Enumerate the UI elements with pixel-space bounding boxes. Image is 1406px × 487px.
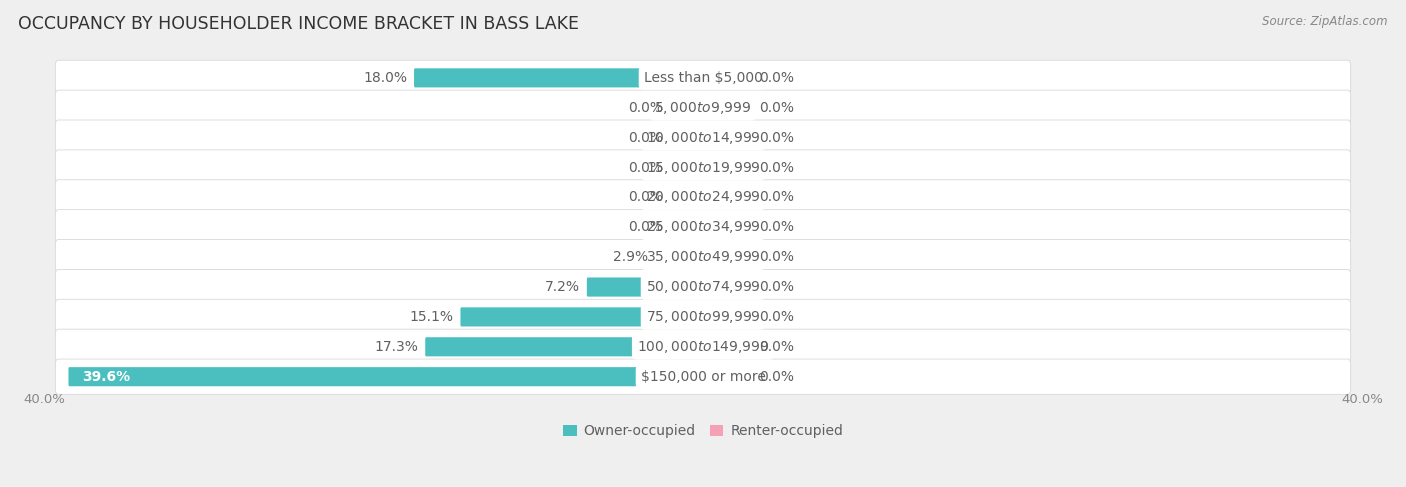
Text: Source: ZipAtlas.com: Source: ZipAtlas.com bbox=[1263, 15, 1388, 28]
Text: $10,000 to $14,999: $10,000 to $14,999 bbox=[645, 130, 761, 146]
FancyBboxPatch shape bbox=[586, 278, 704, 297]
FancyBboxPatch shape bbox=[702, 218, 752, 237]
FancyBboxPatch shape bbox=[702, 337, 752, 356]
Text: 39.6%: 39.6% bbox=[82, 370, 131, 384]
FancyBboxPatch shape bbox=[55, 150, 1351, 185]
FancyBboxPatch shape bbox=[671, 98, 704, 117]
Text: 15.1%: 15.1% bbox=[409, 310, 453, 324]
FancyBboxPatch shape bbox=[671, 218, 704, 237]
FancyBboxPatch shape bbox=[702, 98, 752, 117]
FancyBboxPatch shape bbox=[702, 247, 752, 267]
FancyBboxPatch shape bbox=[55, 329, 1351, 364]
Text: 18.0%: 18.0% bbox=[363, 71, 406, 85]
Text: 0.0%: 0.0% bbox=[759, 101, 794, 115]
Text: 0.0%: 0.0% bbox=[759, 220, 794, 234]
FancyBboxPatch shape bbox=[55, 120, 1351, 155]
Text: 0.0%: 0.0% bbox=[759, 71, 794, 85]
Text: 0.0%: 0.0% bbox=[628, 220, 664, 234]
Text: 2.9%: 2.9% bbox=[613, 250, 648, 264]
FancyBboxPatch shape bbox=[55, 180, 1351, 215]
FancyBboxPatch shape bbox=[702, 128, 752, 147]
FancyBboxPatch shape bbox=[702, 158, 752, 177]
Text: $15,000 to $19,999: $15,000 to $19,999 bbox=[645, 160, 761, 175]
Text: 0.0%: 0.0% bbox=[628, 101, 664, 115]
Text: 40.0%: 40.0% bbox=[22, 393, 65, 406]
FancyBboxPatch shape bbox=[413, 68, 704, 88]
FancyBboxPatch shape bbox=[55, 90, 1351, 125]
Text: 0.0%: 0.0% bbox=[628, 131, 664, 145]
FancyBboxPatch shape bbox=[425, 337, 704, 356]
FancyBboxPatch shape bbox=[702, 278, 752, 297]
Text: 40.0%: 40.0% bbox=[1341, 393, 1384, 406]
FancyBboxPatch shape bbox=[55, 269, 1351, 305]
Text: $100,000 to $149,999: $100,000 to $149,999 bbox=[637, 339, 769, 355]
FancyBboxPatch shape bbox=[702, 367, 752, 386]
Text: 0.0%: 0.0% bbox=[628, 190, 664, 205]
Text: 0.0%: 0.0% bbox=[759, 250, 794, 264]
Text: 0.0%: 0.0% bbox=[759, 340, 794, 354]
Text: 0.0%: 0.0% bbox=[759, 190, 794, 205]
FancyBboxPatch shape bbox=[460, 307, 704, 326]
Text: $25,000 to $34,999: $25,000 to $34,999 bbox=[645, 219, 761, 235]
FancyBboxPatch shape bbox=[702, 68, 752, 88]
Text: $50,000 to $74,999: $50,000 to $74,999 bbox=[645, 279, 761, 295]
FancyBboxPatch shape bbox=[702, 188, 752, 207]
Legend: Owner-occupied, Renter-occupied: Owner-occupied, Renter-occupied bbox=[557, 419, 849, 444]
FancyBboxPatch shape bbox=[702, 307, 752, 326]
Text: 0.0%: 0.0% bbox=[759, 370, 794, 384]
Text: 0.0%: 0.0% bbox=[759, 310, 794, 324]
Text: $5,000 to $9,999: $5,000 to $9,999 bbox=[654, 100, 752, 116]
FancyBboxPatch shape bbox=[55, 60, 1351, 95]
Text: 0.0%: 0.0% bbox=[628, 161, 664, 174]
Text: 17.3%: 17.3% bbox=[374, 340, 418, 354]
FancyBboxPatch shape bbox=[55, 209, 1351, 245]
FancyBboxPatch shape bbox=[671, 128, 704, 147]
FancyBboxPatch shape bbox=[55, 359, 1351, 394]
Text: 0.0%: 0.0% bbox=[759, 131, 794, 145]
Text: $75,000 to $99,999: $75,000 to $99,999 bbox=[645, 309, 761, 325]
FancyBboxPatch shape bbox=[55, 240, 1351, 275]
FancyBboxPatch shape bbox=[55, 300, 1351, 335]
Text: $20,000 to $24,999: $20,000 to $24,999 bbox=[645, 189, 761, 206]
Text: 0.0%: 0.0% bbox=[759, 280, 794, 294]
Text: Less than $5,000: Less than $5,000 bbox=[644, 71, 762, 85]
FancyBboxPatch shape bbox=[69, 367, 704, 386]
FancyBboxPatch shape bbox=[671, 158, 704, 177]
Text: $150,000 or more: $150,000 or more bbox=[641, 370, 765, 384]
Text: 0.0%: 0.0% bbox=[759, 161, 794, 174]
Text: 7.2%: 7.2% bbox=[544, 280, 579, 294]
Text: OCCUPANCY BY HOUSEHOLDER INCOME BRACKET IN BASS LAKE: OCCUPANCY BY HOUSEHOLDER INCOME BRACKET … bbox=[18, 15, 579, 33]
FancyBboxPatch shape bbox=[655, 247, 704, 267]
FancyBboxPatch shape bbox=[671, 188, 704, 207]
Text: $35,000 to $49,999: $35,000 to $49,999 bbox=[645, 249, 761, 265]
